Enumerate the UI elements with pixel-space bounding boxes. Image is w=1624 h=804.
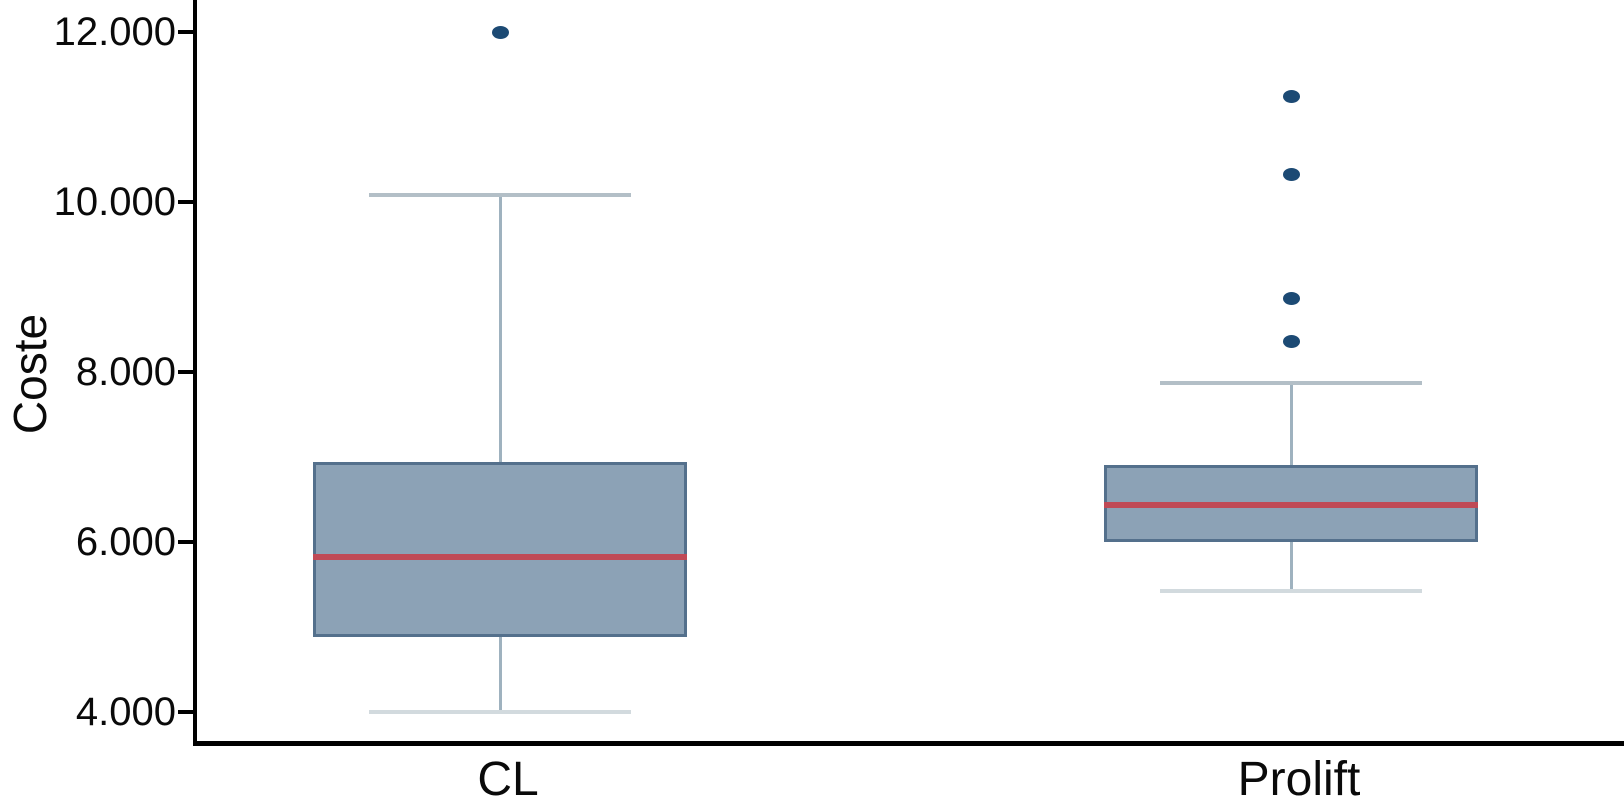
lower-whisker-cap (1160, 589, 1422, 593)
y-tick-label: 8.000 (75, 350, 176, 394)
y-tick-label: 6.000 (75, 520, 176, 564)
outlier-point (1283, 292, 1300, 305)
outlier-point (1283, 168, 1300, 181)
y-tick-mark (178, 200, 195, 204)
lower-whisker-cap (369, 710, 631, 714)
median-line (313, 554, 687, 560)
upper-whisker-line (499, 195, 502, 462)
x-axis-line (193, 741, 1624, 746)
upper-whisker-line (1290, 383, 1293, 465)
lower-whisker-line (499, 637, 502, 712)
iqr-box (313, 462, 687, 637)
outlier-point (1283, 90, 1300, 103)
y-tick-label: 12.000 (53, 10, 176, 54)
median-line (1104, 502, 1478, 508)
lower-whisker-line (1290, 542, 1293, 591)
upper-whisker-cap (369, 193, 631, 197)
y-tick-mark (178, 30, 195, 34)
y-tick-mark (178, 710, 195, 714)
y-tick-mark (178, 540, 195, 544)
outlier-point (492, 26, 509, 39)
y-tick-mark (178, 370, 195, 374)
upper-whisker-cap (1160, 381, 1422, 385)
x-category-label: CL (477, 753, 539, 804)
y-tick-label: 10.000 (53, 180, 176, 224)
y-tick-label: 4.000 (75, 690, 176, 734)
outlier-point (1283, 335, 1300, 348)
y-axis-line (193, 0, 197, 746)
x-category-label: Prolift (1237, 753, 1361, 804)
